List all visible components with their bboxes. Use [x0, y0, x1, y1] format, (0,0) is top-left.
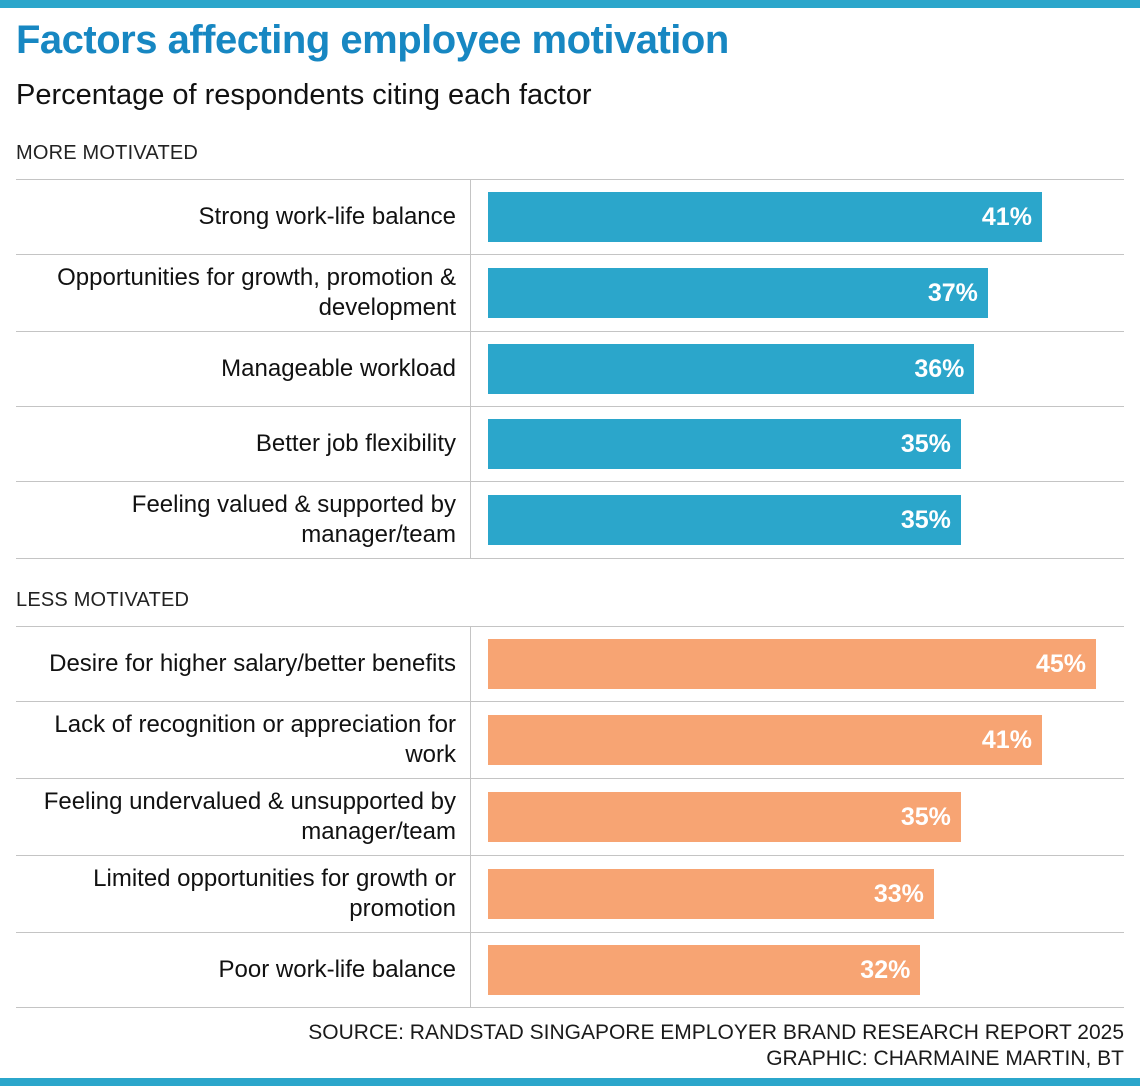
bar-track: 41%: [470, 702, 1124, 778]
credit-text: GRAPHIC: CHARMAINE MARTIN, BT: [766, 1047, 1124, 1071]
group-label-more-motivated: MORE MOTIVATED: [16, 142, 199, 164]
footer: SOURCE: RANDSTAD SINGAPORE EMPLOYER BRAN…: [16, 1020, 1124, 1078]
category-label: Lack of recognition or appreciation for …: [54, 711, 456, 768]
bar: 35%: [488, 495, 961, 545]
bar-value-label: 32%: [860, 955, 911, 984]
bar-track: 35%: [470, 407, 1124, 481]
category-label: Poor work-life balance: [218, 956, 456, 983]
bar: 41%: [488, 715, 1042, 765]
group-less-motivated: LESS MOTIVATED Desire for higher salary/…: [16, 559, 1124, 1008]
bar-track: 45%: [470, 627, 1124, 701]
bar: 37%: [488, 268, 988, 318]
category-label: Desire for higher salary/better benefits: [49, 650, 456, 677]
group-label-less-motivated: LESS MOTIVATED: [16, 589, 190, 611]
bar-value-label: 33%: [873, 879, 924, 908]
bar-value-label: 45%: [1035, 649, 1087, 678]
category-label: Better job flexibility: [255, 430, 456, 457]
source-text: SOURCE: RANDSTAD SINGAPORE EMPLOYER BRAN…: [308, 1021, 1124, 1044]
category-label: Feeling undervalued & unsupported by man…: [43, 788, 456, 845]
chart-row: Feeling valued & supported by manager/te…: [16, 481, 1124, 558]
chart-row: Desire for higher salary/better benefits…: [16, 626, 1124, 701]
bar-track: 32%: [470, 933, 1124, 1007]
bar: 41%: [488, 192, 1042, 242]
category-label: Limited opportunities for growth or prom…: [93, 865, 456, 922]
category-label: Opportunities for growth, promotion & de…: [57, 264, 456, 321]
chart-row: Feeling undervalued & unsupported by man…: [16, 778, 1124, 855]
category-label: Feeling valued & supported by manager/te…: [131, 491, 456, 548]
bar-value-label: 35%: [900, 505, 951, 534]
chart-row: Opportunities for growth, promotion & de…: [16, 254, 1124, 331]
bottom-accent-stripe: [0, 1078, 1140, 1086]
category-label: Manageable workload: [221, 355, 456, 382]
bar: 36%: [488, 344, 975, 394]
bar: 35%: [488, 419, 961, 469]
bar-value-label: 35%: [900, 802, 951, 831]
chart-row: Poor work-life balance 32%: [16, 932, 1124, 1007]
bar-value-label: 41%: [981, 725, 1032, 754]
chart-container: Factors affecting employee motivation Pe…: [0, 8, 1140, 1078]
top-accent-stripe: [0, 0, 1140, 8]
bar-track: 36%: [470, 332, 1124, 406]
bar-track: 35%: [470, 779, 1124, 855]
page-subtitle: Percentage of respondents citing each fa…: [16, 79, 592, 111]
bar-value-label: 37%: [927, 278, 978, 307]
group-more-motivated: MORE MOTIVATED Strong work-life balance …: [16, 112, 1124, 559]
rows: Desire for higher salary/better benefits…: [16, 626, 1124, 1008]
bar-track: 35%: [470, 482, 1124, 558]
chart-row: Lack of recognition or appreciation for …: [16, 701, 1124, 778]
bar-value-label: 35%: [900, 429, 951, 458]
chart-row: Better job flexibility 35%: [16, 406, 1124, 481]
bar: 33%: [488, 869, 934, 919]
category-label: Strong work-life balance: [198, 203, 456, 230]
bar-value-label: 36%: [914, 354, 965, 383]
rows: Strong work-life balance 41% Opportuniti…: [16, 179, 1124, 559]
bar: 32%: [488, 945, 921, 995]
page-title: Factors affecting employee motivation: [16, 18, 729, 62]
bar-track: 33%: [470, 856, 1124, 932]
bar-track: 37%: [470, 255, 1124, 331]
bar: 45%: [488, 639, 1097, 689]
chart-row: Limited opportunities for growth or prom…: [16, 855, 1124, 932]
chart-row: Manageable workload 36%: [16, 331, 1124, 406]
bar-value-label: 41%: [981, 202, 1032, 231]
chart-row: Strong work-life balance 41%: [16, 179, 1124, 254]
bar-track: 41%: [470, 180, 1124, 254]
bar: 35%: [488, 792, 961, 842]
